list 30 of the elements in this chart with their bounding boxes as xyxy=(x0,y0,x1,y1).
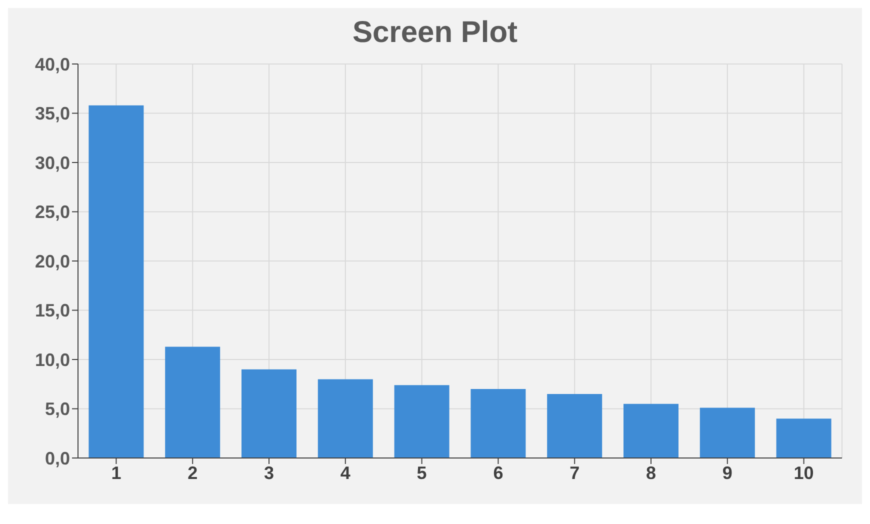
y-tick-label: 30,0 xyxy=(34,152,70,173)
x-tick-label: 4 xyxy=(340,462,350,483)
y-tick-label: 0,0 xyxy=(44,448,70,468)
bar xyxy=(547,394,602,458)
x-tick-label: 9 xyxy=(722,462,732,483)
x-tick-label: 8 xyxy=(646,462,656,483)
bar xyxy=(241,369,296,458)
y-tick-label: 25,0 xyxy=(34,202,70,222)
y-tick-label: 40,0 xyxy=(34,54,70,74)
chart-title: Screen Plot xyxy=(351,15,519,51)
x-tick-label: 7 xyxy=(570,462,580,483)
bar xyxy=(165,346,220,458)
bar xyxy=(776,418,832,458)
x-tick-label: 5 xyxy=(416,462,427,483)
x-tick-label: 6 xyxy=(493,462,504,483)
x-tick-label: 3 xyxy=(264,462,274,483)
y-tick-label: 5,0 xyxy=(44,399,70,420)
y-tick-label: 10,0 xyxy=(34,350,70,370)
bar xyxy=(700,408,755,458)
y-tick-label: 20,0 xyxy=(34,251,70,272)
bar xyxy=(318,379,373,458)
x-tick-label: 1 xyxy=(111,462,122,483)
bar xyxy=(88,105,144,458)
bar xyxy=(394,385,450,458)
y-tick-label: 35,0 xyxy=(34,104,70,124)
bar xyxy=(623,404,678,458)
y-tick-label: 15,0 xyxy=(34,300,70,321)
x-tick-label: 10 xyxy=(794,462,814,483)
x-tick-label: 2 xyxy=(188,462,198,483)
bar xyxy=(470,389,526,458)
